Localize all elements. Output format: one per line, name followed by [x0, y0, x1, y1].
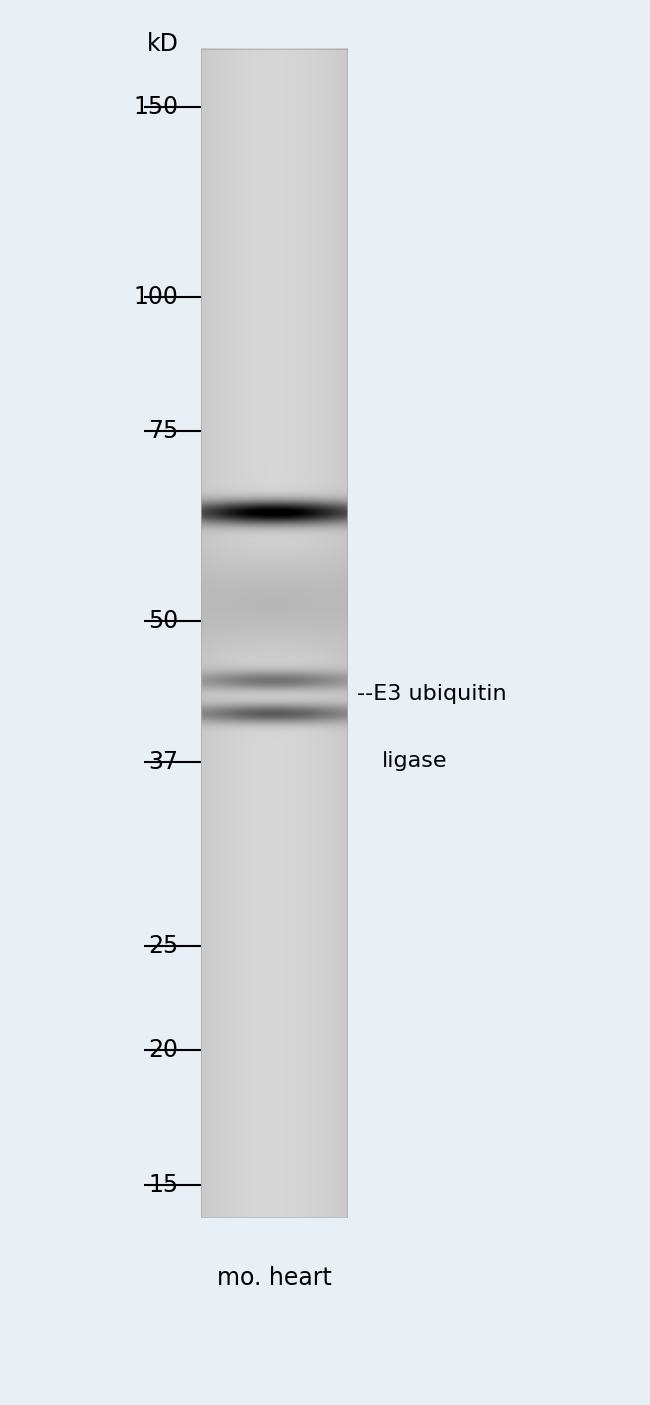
Text: 75: 75 [148, 419, 179, 444]
Text: 37: 37 [149, 750, 179, 774]
Text: ligase: ligase [382, 752, 448, 771]
Text: 20: 20 [149, 1038, 179, 1062]
Text: --E3 ubiquitin: --E3 ubiquitin [357, 684, 506, 704]
Text: 15: 15 [149, 1173, 179, 1197]
Text: 50: 50 [148, 610, 179, 634]
Text: 150: 150 [133, 94, 179, 119]
Text: kD: kD [147, 32, 179, 56]
Text: 100: 100 [134, 285, 179, 309]
Text: mo. heart: mo. heart [216, 1266, 332, 1290]
Text: 25: 25 [148, 934, 179, 958]
